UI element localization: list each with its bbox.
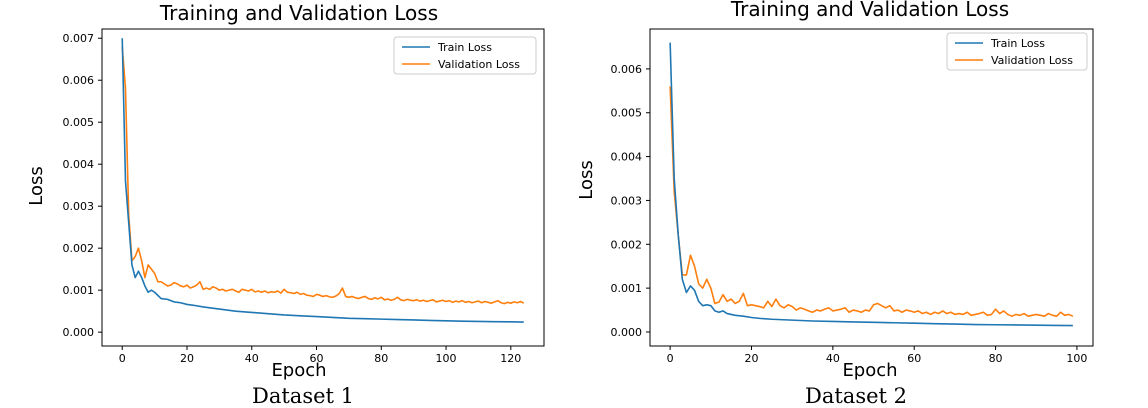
chart-title: Training and Validation Loss [159,1,438,25]
y-axis-label: Loss [576,160,597,199]
plot-frame [649,28,1094,347]
train-loss-line [669,42,1073,327]
x-tick-label: 60 [310,352,324,365]
y-tick-label: 0.005 [63,116,95,129]
x-tick-label: 100 [436,352,457,365]
series-layer [669,42,1074,327]
series-layer [121,38,525,323]
x-tick-label: 40 [826,352,840,365]
y-tick-label: 0.002 [63,242,95,255]
x-tick-label: 0 [119,352,126,365]
legend: Train Loss Validation Loss [946,32,1088,71]
y-tick-label: 0.000 [611,326,643,339]
y-tick-label: 0.002 [611,238,643,251]
y-tick-label: 0.001 [611,282,643,295]
x-tick-label: 20 [744,352,758,365]
y-tick-label: 0.000 [63,326,95,339]
y-tick-label: 0.005 [611,107,643,120]
x-tick-label: 0 [667,352,674,365]
y-tick-label: 0.003 [63,200,95,213]
x-tick-label: 60 [907,352,921,365]
y-tick-label: 0.004 [63,158,95,171]
y-tick-label: 0.003 [611,194,643,207]
x-axis-label: Epoch [842,360,897,381]
x-tick-label: 80 [374,352,388,365]
chart-dataset-1: Training and Validation Loss Epoch Loss … [26,1,545,408]
chart-title: Training and Validation Loss [730,0,1009,21]
validation-loss-line [669,86,1074,317]
y-axis-label: Loss [26,166,47,205]
y-tick-label: 0.001 [63,284,95,297]
legend-validation-label: Validation Loss [438,58,520,71]
plot-frame [101,28,545,347]
legend-train-label: Train Loss [990,37,1045,50]
legend-train-label: Train Loss [437,41,492,54]
legend: Train Loss Validation Loss [393,36,537,75]
dataset-caption: Dataset 1 [252,384,354,408]
train-loss-line [121,38,524,323]
y-tick-label: 0.006 [611,63,643,76]
x-axis-label: Epoch [271,360,326,381]
dataset-caption: Dataset 2 [805,384,907,408]
x-tick-label: 40 [245,352,259,365]
x-tick-label: 120 [500,352,521,365]
x-tick-label: 100 [1066,352,1087,365]
y-tick-label: 0.007 [63,32,95,45]
validation-loss-line [121,46,525,305]
x-tick-label: 20 [180,352,194,365]
y-tick-label: 0.004 [611,151,643,164]
chart-dataset-2: Training and Validation Loss Epoch Loss … [576,0,1094,408]
x-tick-label: 80 [989,352,1003,365]
y-tick-label: 0.006 [63,74,95,87]
legend-validation-label: Validation Loss [991,54,1073,67]
